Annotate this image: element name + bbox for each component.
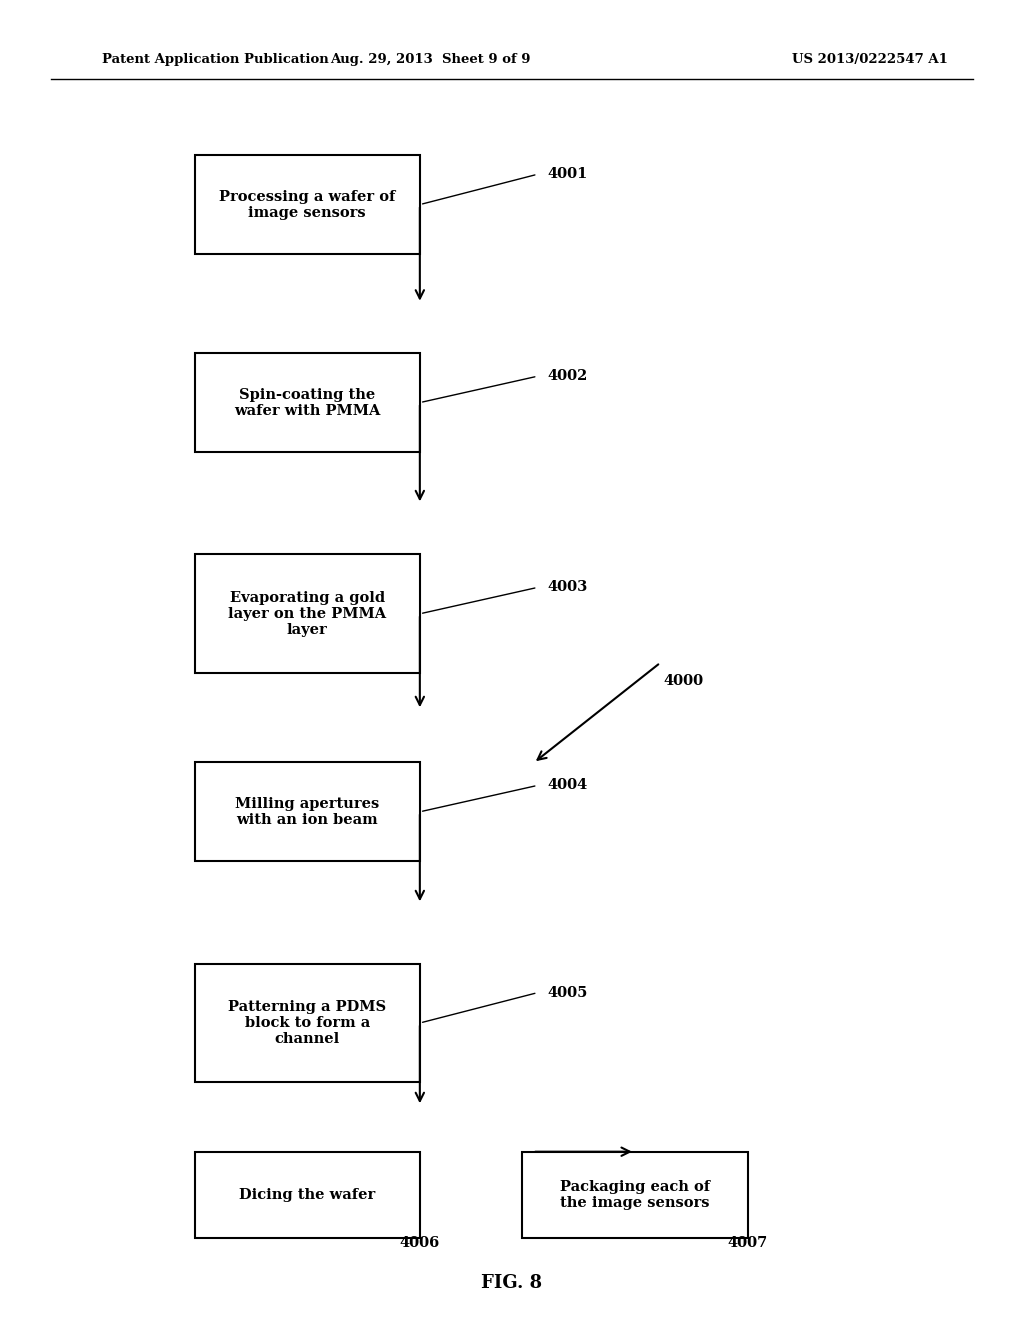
FancyBboxPatch shape xyxy=(195,964,420,1082)
Text: Spin-coating the
wafer with PMMA: Spin-coating the wafer with PMMA xyxy=(234,388,380,417)
Text: 4007: 4007 xyxy=(727,1237,768,1250)
Text: Patent Application Publication: Patent Application Publication xyxy=(102,53,329,66)
FancyBboxPatch shape xyxy=(195,354,420,451)
FancyBboxPatch shape xyxy=(195,762,420,861)
Text: 4006: 4006 xyxy=(399,1237,440,1250)
Text: US 2013/0222547 A1: US 2013/0222547 A1 xyxy=(793,53,948,66)
FancyBboxPatch shape xyxy=(195,156,420,253)
Text: Aug. 29, 2013  Sheet 9 of 9: Aug. 29, 2013 Sheet 9 of 9 xyxy=(330,53,530,66)
FancyBboxPatch shape xyxy=(195,1151,420,1238)
Text: Dicing the wafer: Dicing the wafer xyxy=(239,1188,376,1201)
Text: Packaging each of
the image sensors: Packaging each of the image sensors xyxy=(560,1180,710,1209)
Text: 4002: 4002 xyxy=(548,370,588,383)
Text: 4000: 4000 xyxy=(664,675,703,688)
Text: Milling apertures
with an ion beam: Milling apertures with an ion beam xyxy=(236,797,379,826)
Text: 4001: 4001 xyxy=(548,168,588,181)
Text: Patterning a PDMS
block to form a
channel: Patterning a PDMS block to form a channe… xyxy=(228,999,386,1047)
Text: FIG. 8: FIG. 8 xyxy=(481,1274,543,1292)
FancyBboxPatch shape xyxy=(522,1151,748,1238)
Text: 4003: 4003 xyxy=(548,581,588,594)
Text: 4004: 4004 xyxy=(548,779,588,792)
Text: 4005: 4005 xyxy=(548,986,588,999)
Text: Evaporating a gold
layer on the PMMA
layer: Evaporating a gold layer on the PMMA lay… xyxy=(228,590,386,638)
Text: Processing a wafer of
image sensors: Processing a wafer of image sensors xyxy=(219,190,395,219)
FancyBboxPatch shape xyxy=(195,554,420,673)
